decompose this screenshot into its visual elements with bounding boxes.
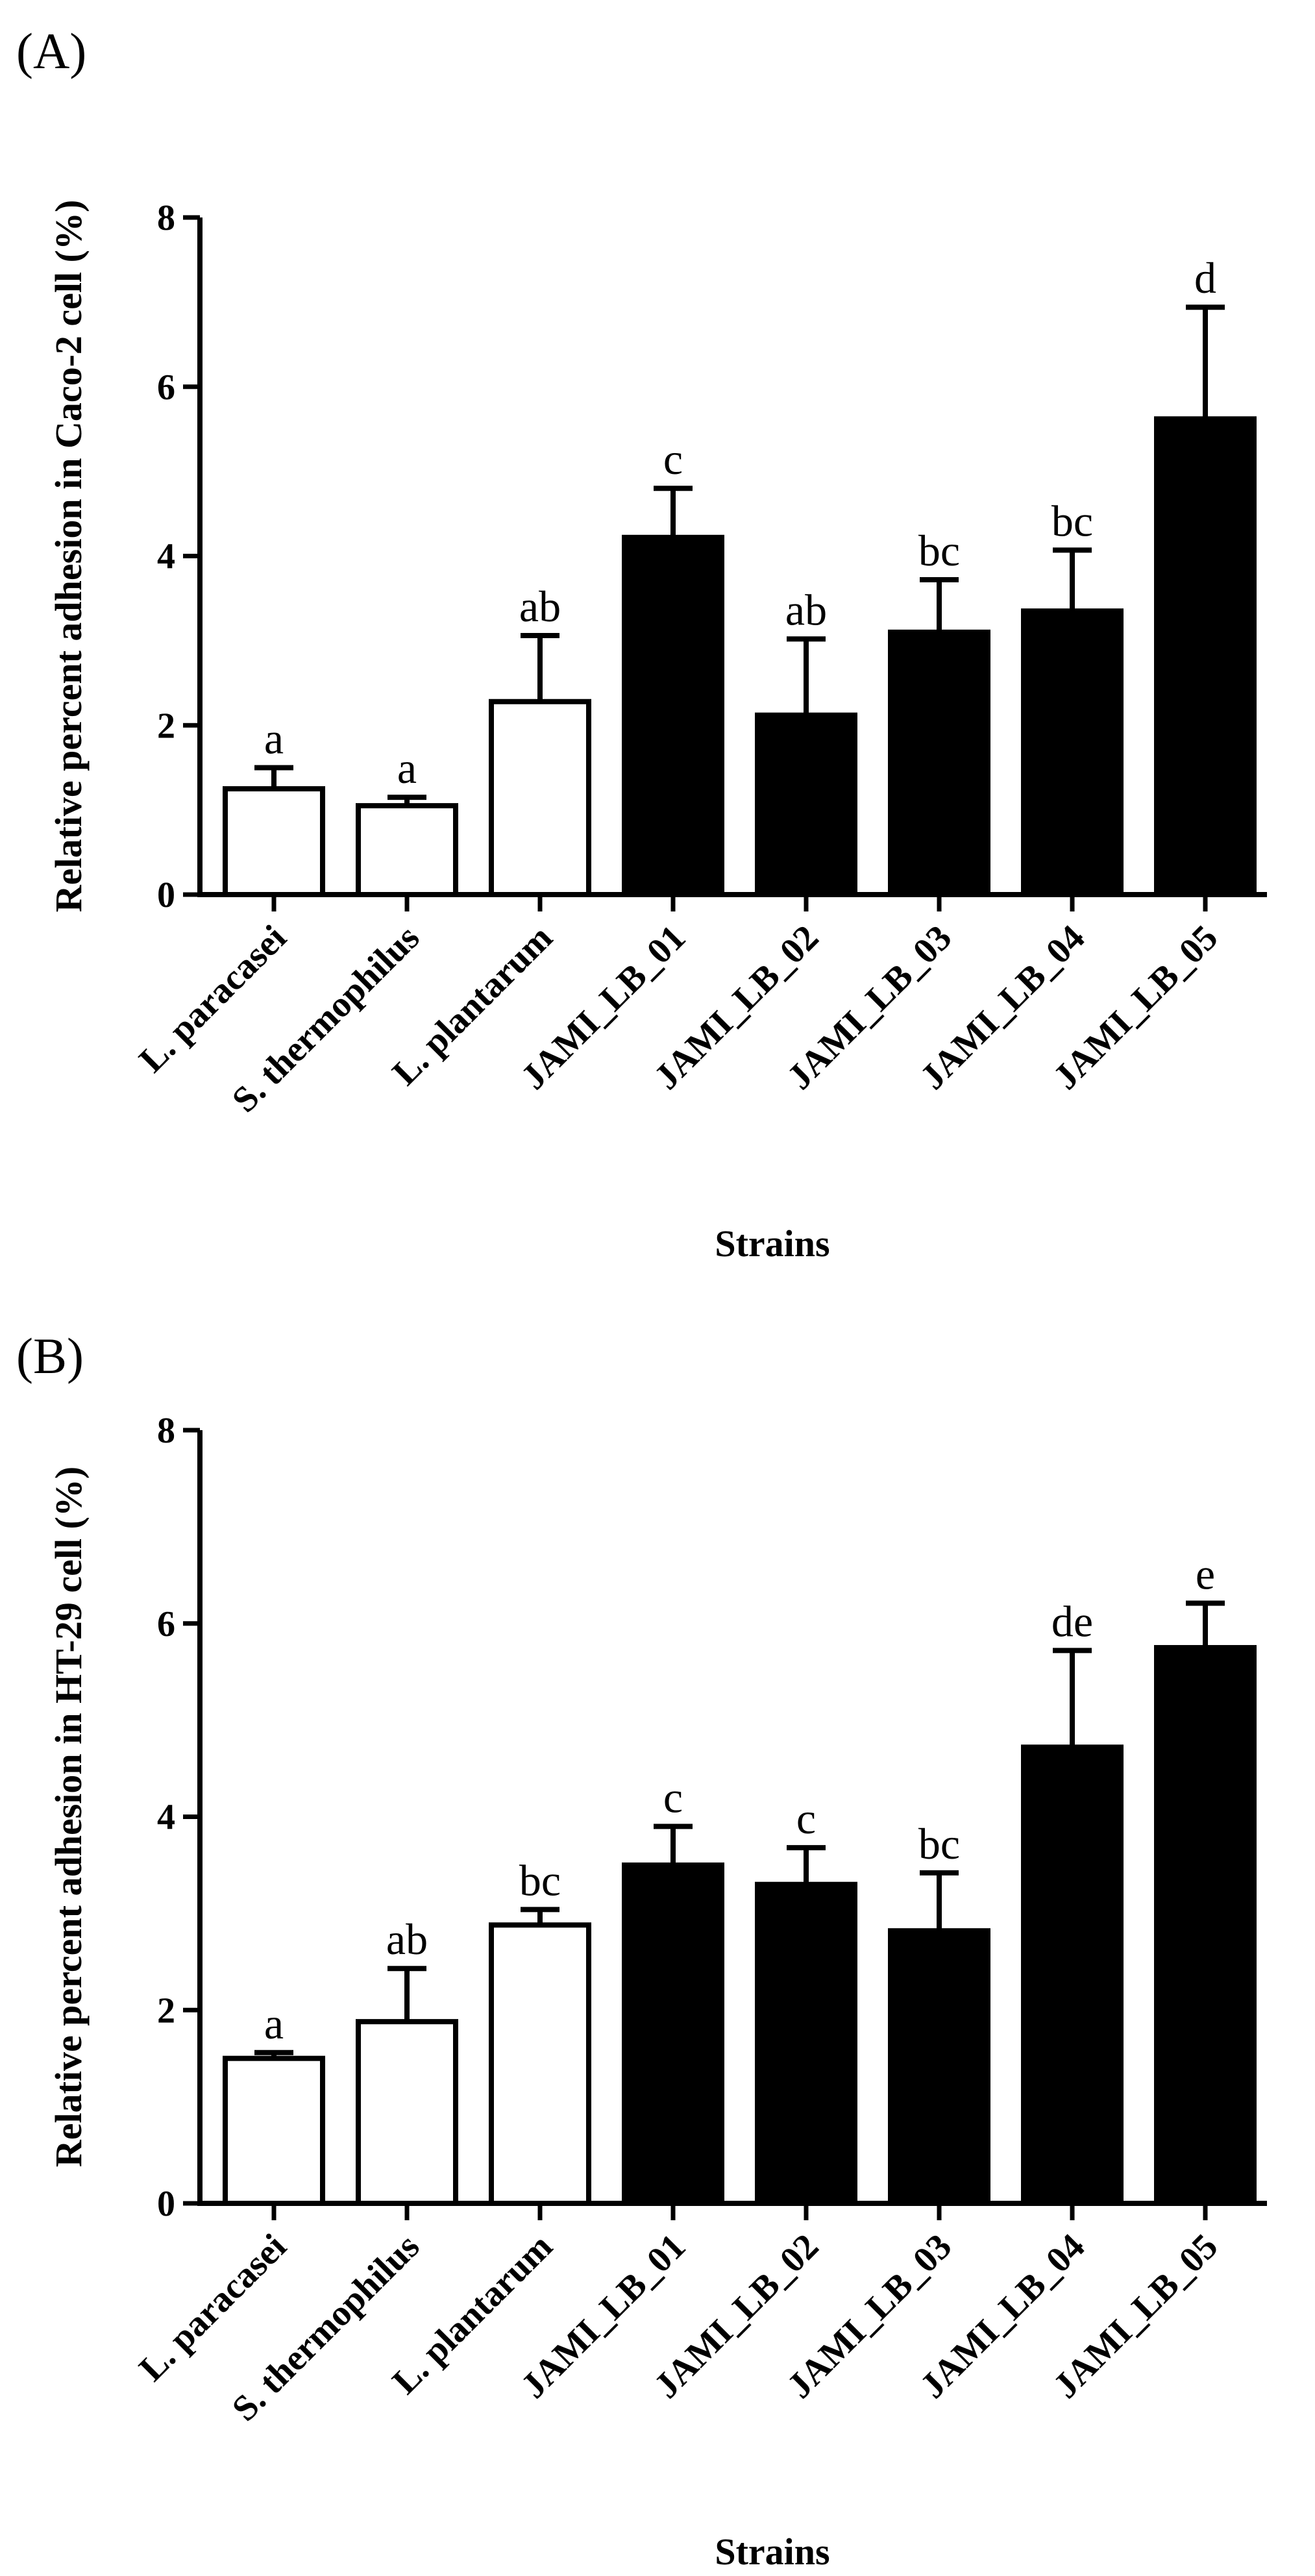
bar-jami-lb-03 (888, 629, 990, 898)
significance-letter: de (1051, 1596, 1093, 1646)
y-tick-label: 4 (157, 537, 175, 577)
x-axis-title: Strains (715, 2531, 830, 2573)
chart-panel-a: (A) 0 2 4 6 8 Relative percent adhesion in Cac… (16, 23, 1267, 1265)
panel-label: (A) (16, 23, 86, 79)
significance-letter: bc (918, 526, 960, 575)
significance-letter: ab (519, 582, 561, 631)
y-tick-label: 0 (157, 2184, 175, 2224)
bar-l-paracasei (223, 2055, 325, 2206)
significance-letter: bc (519, 1855, 561, 1905)
y-tick-label: 8 (157, 198, 175, 238)
y-tick-label: 2 (157, 1990, 175, 2031)
y-axis-title: Relative percent adhesion in HT-29 cell … (47, 1467, 90, 2167)
y-axis-title: Relative percent adhesion in Caco-2 cell… (47, 200, 90, 913)
bar-jami-lb-01 (622, 534, 724, 897)
significance-letter: e (1196, 1549, 1215, 1598)
bar-jami-lb-04 (1021, 1744, 1124, 2207)
significance-letter: d (1194, 253, 1216, 303)
panel-label: (B) (16, 1328, 84, 1384)
bar-jami-lb-02 (755, 1881, 857, 2206)
y-tick-label: 6 (157, 367, 175, 408)
bar-jami-lb-05 (1154, 416, 1257, 897)
significance-letter: a (264, 713, 284, 763)
bar-jami-lb-05 (1154, 1644, 1257, 2206)
y-tick-label: 4 (157, 1798, 175, 1838)
chart-panel-b: (B) 0 2 4 6 8 Relative percent adhesion in HT-… (16, 1328, 1267, 2573)
significance-letter: ab (386, 1914, 428, 1964)
bar-jami-lb-02 (755, 712, 857, 897)
y-tick-label: 0 (157, 875, 175, 915)
bar-jami-lb-04 (1021, 608, 1124, 898)
bar-jami-lb-01 (622, 1862, 724, 2206)
significance-letter: bc (918, 1819, 960, 1868)
significance-letter: c (663, 434, 683, 484)
y-tick-label: 2 (157, 706, 175, 746)
significance-letter: a (264, 1999, 284, 2048)
bar-s-thermophilus (356, 2019, 458, 2206)
significance-letter: c (663, 1772, 683, 1822)
x-axis-title: Strains (715, 1222, 830, 1265)
bar-l-plantarum (489, 699, 591, 897)
bar-l-paracasei (223, 786, 325, 897)
significance-letter: bc (1051, 496, 1093, 545)
bar-l-plantarum (489, 1922, 591, 2206)
significance-letter: a (397, 743, 417, 793)
y-tick-label: 8 (157, 1411, 175, 1451)
y-tick-label: 6 (157, 1604, 175, 1644)
bar-s-thermophilus (356, 803, 458, 897)
bar-jami-lb-03 (888, 1928, 990, 2207)
significance-letter: c (796, 1794, 816, 1843)
significance-letter: ab (785, 585, 827, 634)
